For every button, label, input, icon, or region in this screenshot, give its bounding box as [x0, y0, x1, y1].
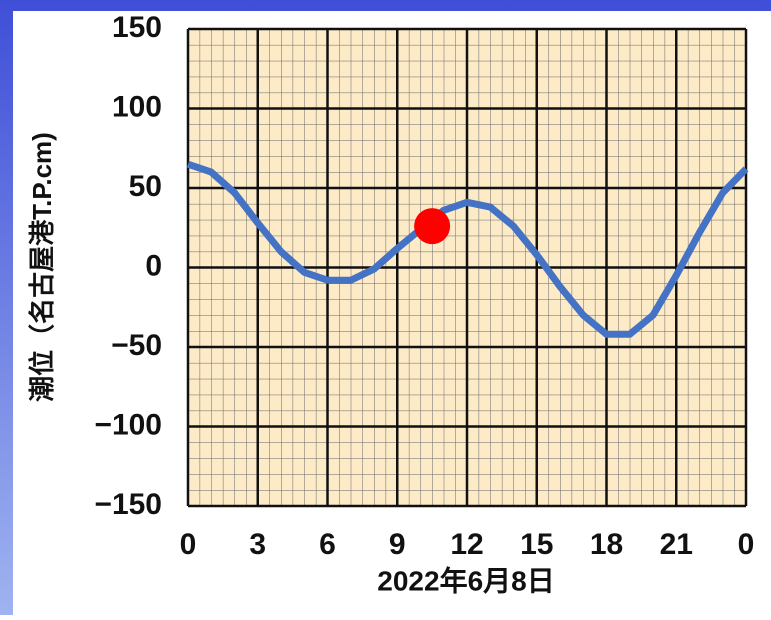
current-point	[414, 208, 451, 245]
x-tick-label: 6	[319, 528, 336, 561]
x-axis-label: 2022年6月8日	[377, 564, 554, 596]
x-tick-label: 0	[738, 528, 755, 561]
y-tick-label: −150	[94, 488, 162, 521]
x-tick-label: 12	[450, 528, 483, 561]
x-tick-label: 3	[249, 528, 266, 561]
y-tick-label: −50	[111, 329, 162, 362]
y-axis-label: 潮位（名古屋港T.P.cm)	[27, 132, 57, 402]
x-tick-label: 21	[660, 528, 693, 561]
tide-line	[186, 160, 749, 338]
y-tick-label: 50	[129, 170, 162, 203]
y-tick-label: 100	[112, 90, 162, 123]
x-tick-label: 9	[389, 528, 406, 561]
x-tick-label: 18	[590, 528, 623, 561]
y-tick-label: 0	[145, 249, 162, 282]
x-tick-label: 0	[180, 528, 197, 561]
x-tick-label: 15	[520, 528, 553, 561]
y-tick-label: 150	[112, 11, 162, 44]
y-tick-label: −100	[94, 408, 162, 441]
